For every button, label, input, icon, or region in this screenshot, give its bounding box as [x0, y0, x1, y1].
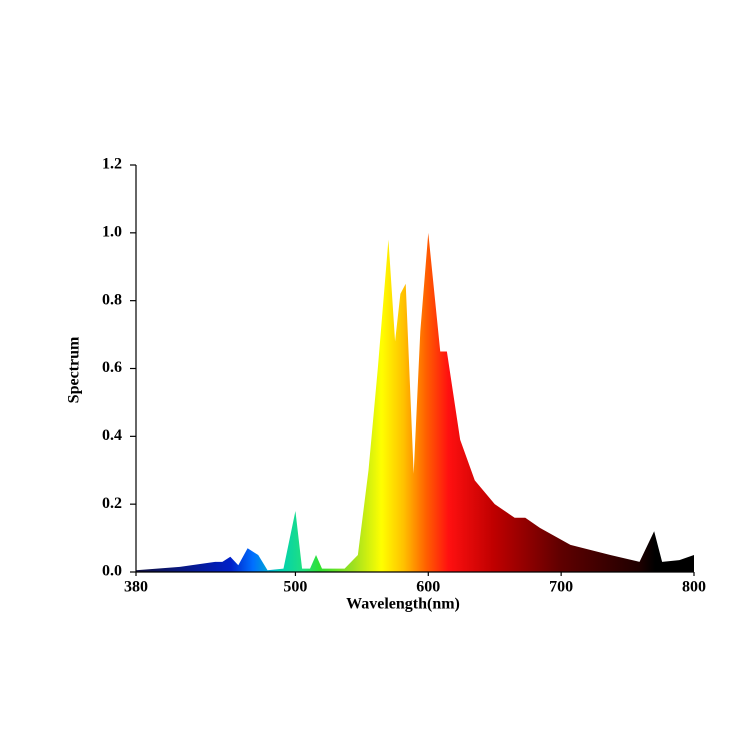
x-tick-label: 380: [124, 579, 148, 596]
y-tick-label: 1.0: [102, 224, 122, 241]
y-tick-label: 0.2: [102, 495, 122, 512]
y-tick-label: 0.8: [102, 291, 122, 308]
y-tick-label: 0.0: [102, 563, 122, 580]
y-tick-label: 1.2: [102, 156, 122, 173]
y-axis-label: Spectrum: [66, 336, 83, 403]
x-tick-label: 500: [283, 579, 307, 596]
x-tick-label: 700: [549, 579, 573, 596]
x-tick-label: 800: [682, 579, 706, 596]
x-axis-label: Wavelength(nm): [346, 596, 460, 613]
y-tick-label: 0.6: [102, 359, 122, 376]
spectrum-area: [136, 232, 694, 573]
y-tick-label: 0.4: [102, 427, 122, 444]
x-tick-label: 600: [416, 579, 440, 596]
